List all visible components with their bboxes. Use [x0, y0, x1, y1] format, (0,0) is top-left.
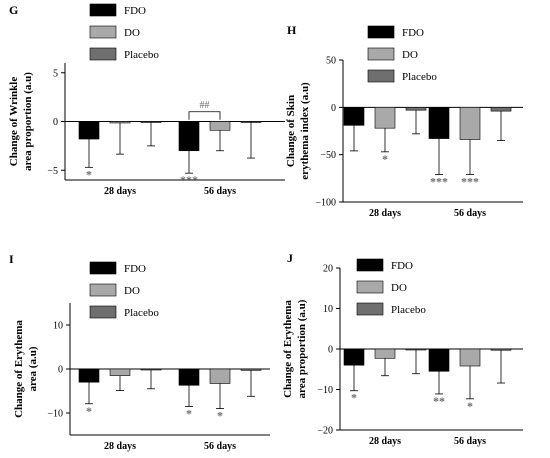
y-tick-label: 50	[326, 56, 336, 67]
panel-label: G	[9, 3, 18, 17]
bar-fdo	[343, 348, 365, 366]
legend-label: DO	[391, 282, 407, 294]
y-tick-label: −5	[47, 166, 58, 177]
bar-fdo	[178, 368, 200, 386]
bar-placebo	[405, 107, 427, 111]
legend-label: FDO	[391, 260, 413, 272]
bar-do	[109, 121, 131, 124]
chart-panel-i: I 10 0 −10 Change of Erythema area (a.u) * 28 d…	[9, 252, 270, 452]
bar-placebo	[240, 368, 262, 371]
x-tick-label: 28 days	[104, 441, 136, 452]
legend-swatch-fdo	[89, 261, 117, 275]
y-tick-label: −50	[320, 150, 336, 161]
legend-swatch-fdo	[89, 3, 117, 17]
y-axis-label: Change of Erythema	[282, 300, 294, 398]
y-tick-label: −20	[317, 426, 333, 437]
bar-do	[374, 107, 396, 129]
x-tick-label: 28 days	[369, 436, 401, 447]
legend-swatch-placebo	[89, 47, 117, 61]
x-tick-label: 28 days	[104, 186, 136, 197]
legend-label: FDO	[124, 263, 146, 275]
y-axis-label: area proportion (a.u)	[22, 72, 34, 171]
significance-stars: *	[186, 406, 192, 420]
bar-placebo	[490, 348, 512, 351]
chart-panel-g: G 5 0 −5 Change of Wrinkle area proportion (a…	[8, 3, 285, 197]
significance-stars: ***	[180, 173, 198, 187]
legend-swatch-placebo	[367, 69, 395, 83]
bar-do	[459, 107, 481, 140]
legend-label: DO	[402, 49, 418, 61]
y-axis-label: area proportion (a.u)	[296, 299, 308, 398]
bar-do	[109, 368, 131, 376]
bar-fdo	[178, 121, 200, 152]
legend-swatch-do	[367, 47, 395, 61]
legend-label: DO	[124, 285, 140, 297]
y-tick-label: 20	[323, 264, 333, 275]
significance-stars: *	[351, 391, 357, 405]
significance-stars: *	[86, 167, 92, 181]
y-axis-label: Change of Wrinkle	[8, 77, 20, 167]
panel-label: J	[287, 251, 293, 265]
bracket-label: ##	[200, 100, 210, 111]
y-tick-label: 5	[53, 68, 58, 79]
significance-stars: ***	[461, 175, 479, 189]
bar-do	[459, 348, 481, 367]
legend-label: FDO	[124, 5, 146, 17]
legend-swatch-fdo	[356, 258, 384, 272]
y-tick-label: 0	[328, 345, 333, 356]
x-tick-label: 56 days	[204, 186, 236, 197]
panel-label: I	[9, 252, 14, 266]
bar-placebo	[490, 107, 512, 112]
panel-label: H	[287, 23, 297, 37]
y-tick-label: 10	[323, 304, 333, 315]
legend-label: Placebo	[402, 71, 437, 83]
y-axis-label: Change of Skin	[285, 95, 297, 167]
legend-label: Placebo	[124, 49, 159, 61]
chart-panel-j: J 20 10 0 −10 −20 Change of Erythema area propo…	[282, 251, 523, 447]
bar-fdo	[428, 107, 450, 139]
y-tick-label: 0	[331, 103, 336, 114]
bar-do	[209, 368, 231, 384]
y-tick-label: −10	[317, 385, 333, 396]
legend-swatch-do	[89, 25, 117, 39]
significance-stars: *	[86, 404, 92, 418]
y-axis-label: erythema index (a.u)	[299, 82, 311, 180]
legend-label: FDO	[402, 27, 424, 39]
x-tick-label: 56 days	[454, 436, 486, 447]
x-tick-label: 56 days	[204, 441, 236, 452]
significance-bracket	[188, 111, 221, 120]
significance-stars: *	[217, 409, 223, 423]
legend-swatch-do	[89, 283, 117, 297]
x-tick-label: 28 days	[369, 208, 401, 219]
bar-fdo	[78, 368, 100, 383]
legend-swatch-fdo	[367, 25, 395, 39]
y-tick-label: −10	[47, 409, 63, 420]
legend-swatch-placebo	[356, 302, 384, 316]
significance-stars: ***	[430, 175, 448, 189]
bar-fdo	[428, 348, 450, 372]
bar-fdo	[343, 107, 365, 126]
significance-stars: *	[467, 399, 473, 413]
bar-do	[209, 121, 231, 131]
y-tick-label: 0	[53, 117, 58, 128]
bar-placebo	[140, 121, 162, 123]
y-tick-label: 10	[53, 321, 63, 332]
bar-do	[374, 348, 396, 359]
x-tick-label: 56 days	[454, 208, 486, 219]
chart-panel-h: H 50 0 −50 −100 Change of Skin erythema index …	[285, 23, 523, 219]
legend-swatch-placebo	[89, 305, 117, 319]
legend-swatch-do	[356, 280, 384, 294]
y-tick-label: 0	[58, 365, 63, 376]
y-axis-label: area (a.u)	[27, 346, 39, 391]
legend-label: DO	[124, 27, 140, 39]
significance-stars: **	[433, 394, 445, 408]
significance-stars: *	[382, 152, 388, 166]
bar-placebo	[140, 368, 162, 371]
bar-fdo	[78, 121, 100, 140]
legend-label: Placebo	[124, 307, 159, 319]
y-axis-label: Change of Erythema	[13, 320, 25, 418]
legend-label: Placebo	[391, 304, 426, 316]
y-tick-label: −100	[315, 198, 336, 209]
